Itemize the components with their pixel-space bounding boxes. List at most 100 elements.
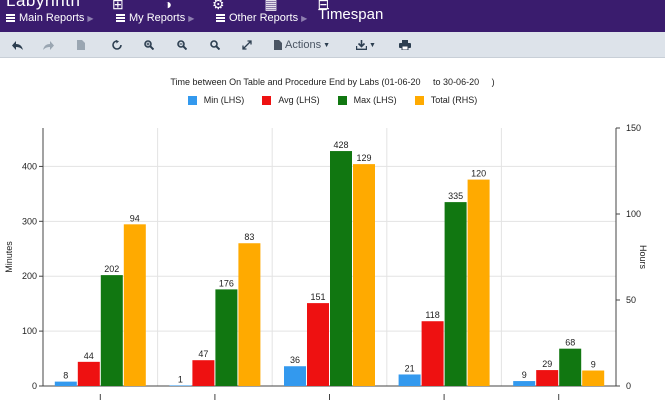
legend-swatch	[337, 95, 347, 105]
fullscreen-button[interactable]	[240, 36, 254, 54]
bar	[100, 275, 123, 386]
legend-item[interactable]: Total (RHS)	[414, 95, 478, 105]
data-label: 335	[448, 191, 463, 201]
y-tick-label: 300	[22, 216, 37, 226]
bar	[513, 381, 536, 386]
zoom-in-icon	[144, 40, 154, 50]
back-button[interactable]	[10, 36, 24, 54]
page-title: Timespan	[318, 6, 384, 23]
data-label: 129	[356, 153, 371, 163]
bar	[330, 151, 352, 386]
legend-swatch	[414, 95, 424, 105]
data-label: 428	[333, 140, 348, 150]
legend-item[interactable]: Max (LHS)	[337, 95, 397, 105]
zoom-reset-button[interactable]	[208, 36, 222, 54]
bar	[77, 361, 100, 386]
forward-button[interactable]	[41, 36, 55, 54]
zoom-out-button[interactable]	[175, 36, 189, 54]
data-label: 118	[425, 310, 439, 320]
back-arrow-icon	[11, 40, 23, 50]
legend-item[interactable]: Min (LHS)	[187, 95, 245, 105]
data-label: 29	[542, 359, 552, 369]
bar	[123, 224, 146, 386]
data-label: 68	[565, 338, 575, 348]
bar	[353, 164, 375, 386]
bar	[307, 303, 329, 386]
export-document-button[interactable]	[75, 36, 87, 54]
data-label: 94	[130, 213, 140, 223]
y2-tick-label: 150	[626, 123, 641, 133]
toolbar: Actions ▼ ▼	[0, 32, 665, 58]
legend-label: Min (LHS)	[203, 95, 245, 105]
legend-swatch	[187, 95, 197, 105]
print-button[interactable]	[398, 36, 412, 54]
y2-axis-label: Hours	[638, 245, 648, 270]
forward-arrow-icon	[42, 40, 54, 50]
data-label: 8	[63, 371, 68, 381]
data-label: 36	[290, 355, 300, 365]
data-label: 1	[178, 374, 183, 384]
menu-my-reports[interactable]: My Reports ▶	[116, 11, 194, 25]
legend-swatch	[262, 95, 272, 105]
legend-label: Max (LHS)	[353, 95, 397, 105]
bar	[582, 370, 605, 386]
data-label: 151	[310, 292, 325, 302]
menu-other-reports[interactable]: Other Reports ▶	[216, 11, 307, 25]
print-icon	[399, 40, 411, 50]
legend-label: Total (RHS)	[430, 95, 478, 105]
menu-main-reports[interactable]: Main Reports ▶	[6, 11, 94, 25]
y-tick-label: 200	[22, 271, 37, 281]
chart-area: Time between On Table and Procedure End …	[0, 58, 665, 400]
chevron-right-icon: ▶	[301, 13, 308, 23]
bar	[238, 243, 261, 386]
app-header: Labyrinth ⊞ ◑ ⚙ ▦ ⊟ Main Reports ▶ My Re…	[0, 0, 665, 32]
chevron-right-icon: ▶	[188, 13, 195, 23]
y-tick-label: 400	[22, 161, 37, 171]
document-icon	[77, 40, 85, 50]
chart-legend: Min (LHS) Avg (LHS) Max (LHS) Total (RHS)	[0, 95, 665, 105]
legend-item[interactable]: Avg (LHS)	[262, 95, 320, 105]
hamburger-icon	[216, 14, 225, 22]
bar	[192, 360, 215, 386]
data-label: 9	[522, 370, 527, 380]
bar	[536, 370, 559, 386]
bar	[467, 179, 490, 386]
data-label: 47	[198, 349, 208, 359]
expand-icon	[242, 40, 252, 50]
bar	[444, 202, 467, 386]
actions-label: Actions	[285, 39, 322, 51]
zoom-in-button[interactable]	[142, 36, 156, 54]
refresh-icon	[112, 40, 122, 50]
hamburger-icon	[6, 14, 15, 22]
bar	[215, 289, 238, 386]
bar	[284, 366, 306, 386]
actions-dropdown[interactable]: Actions ▼	[274, 36, 338, 54]
legend-label: Avg (LHS)	[278, 95, 320, 105]
menu-main-reports-label: Main Reports	[19, 12, 85, 24]
header-icons[interactable]: ⊞ ◑ ⚙ ▦ ⊟	[112, 0, 348, 12]
data-label: 83	[244, 232, 254, 242]
data-label: 21	[405, 363, 415, 373]
bar	[421, 321, 444, 386]
y-axis-label: Minutes	[4, 241, 14, 273]
data-label: 9	[591, 360, 596, 370]
bar	[169, 385, 192, 386]
chevron-down-icon: ▼	[323, 41, 331, 49]
menu-my-reports-label: My Reports	[129, 12, 186, 24]
search-icon	[210, 40, 220, 50]
y-tick-label: 100	[22, 326, 37, 336]
y2-tick-label: 100	[626, 209, 641, 219]
bar	[398, 374, 421, 386]
menu-other-reports-label: Other Reports	[229, 12, 299, 24]
bar	[54, 381, 77, 386]
data-label: 44	[84, 351, 94, 361]
y2-tick-label: 0	[626, 381, 631, 391]
data-label: 120	[471, 169, 486, 179]
refresh-button[interactable]	[110, 36, 124, 54]
chevron-right-icon: ▶	[87, 13, 94, 23]
download-dropdown[interactable]: ▼	[356, 36, 376, 54]
download-icon	[356, 40, 368, 50]
chart-title: Time between On Table and Procedure End …	[170, 77, 495, 87]
data-label: 202	[104, 264, 119, 274]
app-brand[interactable]: Labyrinth	[6, 0, 81, 10]
